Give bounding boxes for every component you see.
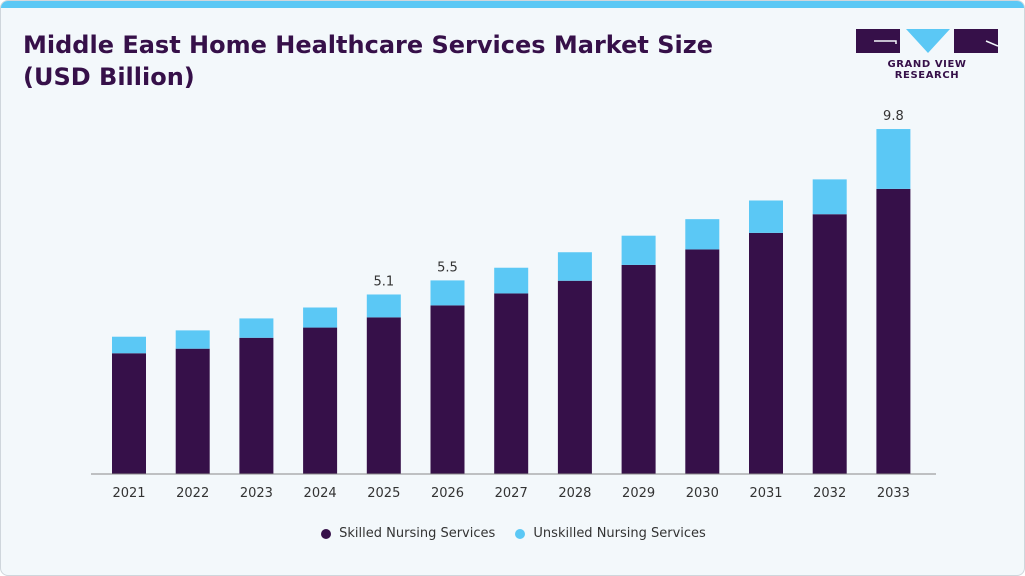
bar-skilled-2021: [112, 353, 146, 474]
bar-skilled-2024: [303, 327, 338, 474]
x-tick-2032: 2032: [813, 486, 846, 501]
x-tick-2029: 2029: [622, 486, 655, 501]
bar-skilled-2029: [621, 264, 656, 474]
bar-skilled-2032: [812, 214, 847, 474]
bar-skilled-2026: [430, 305, 465, 474]
data-label-2025: 5.1: [373, 274, 394, 289]
x-tick-2022: 2022: [176, 486, 209, 501]
bar-skilled-2022: [175, 348, 210, 474]
bar-skilled-2033: [876, 188, 911, 474]
x-tick-2026: 2026: [431, 486, 464, 501]
grand-view-research-logo: GRAND VIEW RESEARCH: [856, 29, 998, 81]
legend-label-unskilled: Unskilled Nursing Services: [533, 526, 706, 541]
bar-skilled-2027: [494, 293, 529, 474]
legend-label-skilled: Skilled Nursing Services: [339, 526, 496, 541]
data-label-2026: 5.5: [437, 260, 458, 275]
x-tick-2030: 2030: [686, 486, 719, 501]
bar-skilled-2023: [239, 337, 274, 474]
bar-skilled-2028: [557, 280, 592, 474]
bar-unskilled-2025: [366, 294, 401, 318]
bar-skilled-2030: [685, 249, 720, 474]
x-tick-2021: 2021: [112, 486, 145, 501]
x-tick-2028: 2028: [558, 486, 591, 501]
accent-bar: [1, 1, 1024, 8]
legend-item-unskilled: Unskilled Nursing Services: [515, 526, 706, 541]
x-tick-2023: 2023: [240, 486, 273, 501]
bar-unskilled-2029: [621, 235, 656, 265]
bar-unskilled-2028: [557, 252, 592, 281]
bar-unskilled-2030: [685, 219, 720, 250]
legend-swatch-unskilled: [515, 528, 526, 539]
data-label-2033: 9.8: [883, 109, 904, 124]
bar-skilled-2031: [749, 232, 783, 474]
bar-unskilled-2027: [494, 267, 529, 294]
chart-title: Middle East Home Healthcare Services Mar…: [23, 31, 713, 91]
legend: Skilled Nursing Services Unskilled Nursi…: [1, 526, 1024, 543]
logo-mark-icon: [856, 29, 998, 53]
x-tick-2033: 2033: [877, 486, 910, 501]
bar-unskilled-2024: [303, 307, 338, 328]
x-tick-2031: 2031: [749, 486, 782, 501]
x-tick-2025: 2025: [367, 486, 400, 501]
bar-unskilled-2032: [812, 179, 847, 215]
bar-unskilled-2022: [175, 330, 210, 349]
bar-unskilled-2031: [749, 200, 783, 233]
bar-unskilled-2026: [430, 280, 465, 306]
bar-unskilled-2021: [112, 336, 146, 354]
bar-unskilled-2033: [876, 129, 911, 189]
bar-unskilled-2023: [239, 318, 274, 338]
legend-swatch-skilled: [321, 528, 332, 539]
bar-skilled-2025: [366, 317, 401, 474]
x-tick-2024: 2024: [304, 486, 337, 501]
logo-text: GRAND VIEW RESEARCH: [887, 59, 967, 81]
legend-item-skilled: Skilled Nursing Services: [321, 526, 495, 541]
x-tick-2027: 2027: [495, 486, 528, 501]
